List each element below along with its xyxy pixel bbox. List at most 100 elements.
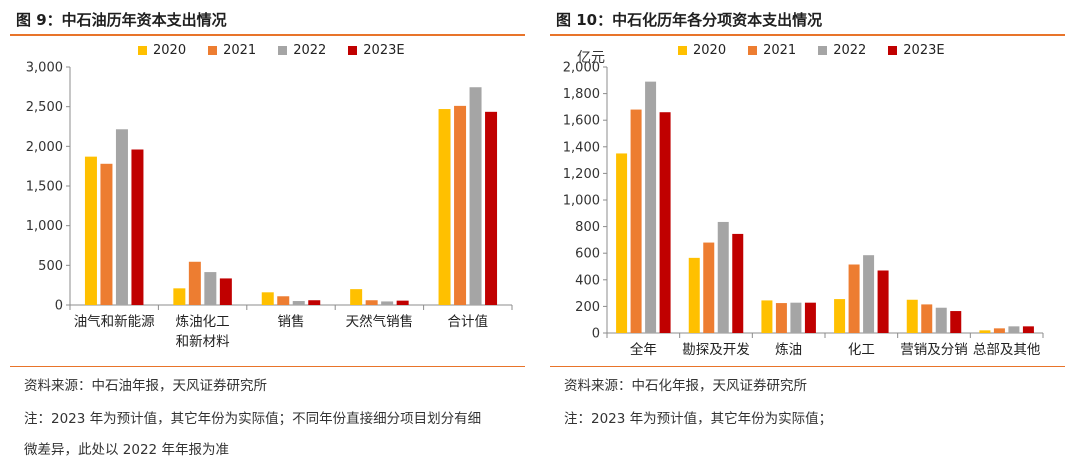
bar-2023E-3 — [877, 270, 889, 333]
bar-2021-0 — [100, 163, 113, 305]
footnote-line-2: 微差异，此处以 2022 年年报为准 — [24, 442, 229, 458]
bar-chart-sinopec: 0 200 400 600 800 1,000 1,200 1,400 1,600 1,800 2,… — [563, 50, 1044, 358]
bar-2020-5 — [979, 330, 991, 333]
legend-label: 2021 — [763, 43, 797, 58]
y-tick-label: 1,600 — [563, 114, 600, 129]
legend-item-2020: 2020 — [678, 43, 726, 58]
y-tick-label: 1,200 — [563, 167, 600, 182]
legend-label: 2020 — [153, 43, 187, 58]
x-category-label: 总部及其他 — [973, 342, 1041, 358]
legend-item-2023e: 2023E — [348, 43, 405, 58]
bar-2020-1 — [173, 288, 186, 305]
bar-2023E-3 — [396, 300, 409, 305]
x-category-label: 炼油化工 — [176, 314, 230, 330]
bar-2020-2 — [761, 300, 773, 333]
y-axis-label: 亿元 — [577, 50, 605, 66]
bar-2020-0 — [616, 153, 628, 333]
legend-swatch-2023e — [888, 46, 898, 55]
legend: 2020 2021 2022 2023E — [678, 43, 967, 58]
bar-2020-3 — [350, 289, 363, 305]
bar-2022-1 — [717, 221, 729, 333]
footnote-line-1: 注：2023 年为预计值，其它年份为实际值；不同年份直接细分项目划分有细 — [24, 411, 482, 427]
bar-2020-4 — [906, 299, 918, 333]
title-divider — [550, 34, 1065, 36]
legend-swatch-2023e — [348, 46, 358, 55]
x-category-label: 勘探及开发 — [682, 342, 750, 358]
figure-title: 图 10：中石化历年各分项资本支出情况 — [556, 11, 823, 29]
x-category-label: 油气和新能源 — [74, 314, 155, 330]
bar-2021-1 — [188, 261, 201, 305]
legend-label: 2021 — [223, 43, 257, 58]
bar-2022-0 — [645, 81, 657, 333]
bar-2023E-5 — [1022, 326, 1034, 333]
bar-2020-0 — [84, 156, 97, 305]
bar-2021-5 — [993, 328, 1005, 333]
footnote-line-1: 注：2023 年为预计值，其它年份为实际值； — [564, 411, 833, 427]
legend-label: 2023E — [903, 43, 945, 58]
legend-label: 2022 — [833, 43, 867, 58]
bar-2021-1 — [703, 242, 715, 333]
y-tick-label: 400 — [575, 273, 600, 288]
bar-2021-2 — [277, 296, 290, 305]
legend-swatch-2020 — [678, 46, 687, 55]
y-tick-label: 2,000 — [26, 140, 63, 155]
legend-swatch-2020 — [138, 46, 147, 55]
bar-2020-2 — [261, 292, 274, 305]
chart-panel-sinopec: 图 10：中石化历年各分项资本支出情况 2020 2021 2022 2023E… — [550, 0, 1070, 464]
x-category-label: 化工 — [848, 342, 875, 358]
bar-2023E-2 — [804, 302, 816, 333]
bar-2022-0 — [115, 129, 128, 305]
chart-panel-petrochina: 图 9：中石油历年资本支出情况 2020 2021 2022 2023E 0 50… — [10, 0, 530, 464]
bar-chart-petrochina: 0 500 1,000 1,500 2,000 2,500 3,000 油气和新能源 炼油化工和… — [26, 61, 513, 350]
x-category-label: 全年 — [630, 341, 657, 358]
source-divider — [550, 366, 1065, 367]
bar-2023E-4 — [950, 311, 962, 333]
bar-2022-5 — [1008, 326, 1020, 333]
legend-item-2021: 2021 — [748, 43, 796, 58]
y-tick-label: 500 — [38, 259, 63, 274]
source-note: 资料来源：中石油年报，天风证券研究所 — [24, 378, 267, 394]
x-category-label: 销售 — [278, 314, 305, 330]
legend: 2020 2021 2022 2023E — [138, 43, 427, 58]
x-category-label: 天然气销售 — [346, 313, 414, 330]
bar-2021-3 — [365, 300, 378, 305]
legend-item-2022: 2022 — [278, 43, 326, 58]
y-tick-label: 1,500 — [26, 180, 63, 195]
bar-2023E-1 — [732, 233, 744, 333]
bar-2022-4 — [935, 307, 947, 333]
bar-2023E-1 — [219, 278, 232, 305]
bar-2022-2 — [790, 302, 802, 333]
y-tick-label: 2,000 — [563, 61, 600, 76]
y-tick-label: 0 — [55, 299, 63, 314]
bar-2022-3 — [381, 301, 394, 305]
y-tick-label: 3,000 — [26, 61, 63, 76]
source-note: 资料来源：中石化年报，天风证券研究所 — [564, 378, 807, 394]
legend-item-2022: 2022 — [818, 43, 866, 58]
y-tick-label: 1,000 — [26, 219, 63, 234]
legend-item-2020: 2020 — [138, 43, 186, 58]
legend-item-2023e: 2023E — [888, 43, 945, 58]
y-tick-label: 1,800 — [563, 87, 600, 102]
bar-2020-1 — [688, 257, 700, 333]
legend-label: 2022 — [293, 43, 327, 58]
y-tick-label: 0 — [592, 327, 600, 342]
bar-2022-1 — [204, 272, 217, 305]
legend-swatch-2021 — [208, 46, 218, 55]
bar-2023E-4 — [485, 111, 498, 305]
x-category-label: 营销及分销 — [900, 342, 968, 358]
x-category-label: 合计值 — [448, 314, 489, 330]
bar-2023E-2 — [308, 300, 321, 305]
bar-2023E-0 — [659, 112, 671, 333]
title-divider — [10, 34, 525, 36]
bar-2022-2 — [292, 301, 305, 305]
y-tick-label: 1,000 — [563, 194, 600, 209]
legend-swatch-2022 — [818, 46, 828, 55]
bar-2021-4 — [454, 105, 467, 305]
legend-label: 2023E — [363, 43, 405, 58]
bar-2023E-0 — [131, 149, 144, 305]
figure-title: 图 9：中石油历年资本支出情况 — [16, 11, 227, 29]
legend-label: 2020 — [693, 43, 727, 58]
x-category-label: 和新材料 — [176, 334, 230, 350]
bar-2022-3 — [863, 255, 875, 333]
bar-2021-3 — [848, 264, 860, 333]
